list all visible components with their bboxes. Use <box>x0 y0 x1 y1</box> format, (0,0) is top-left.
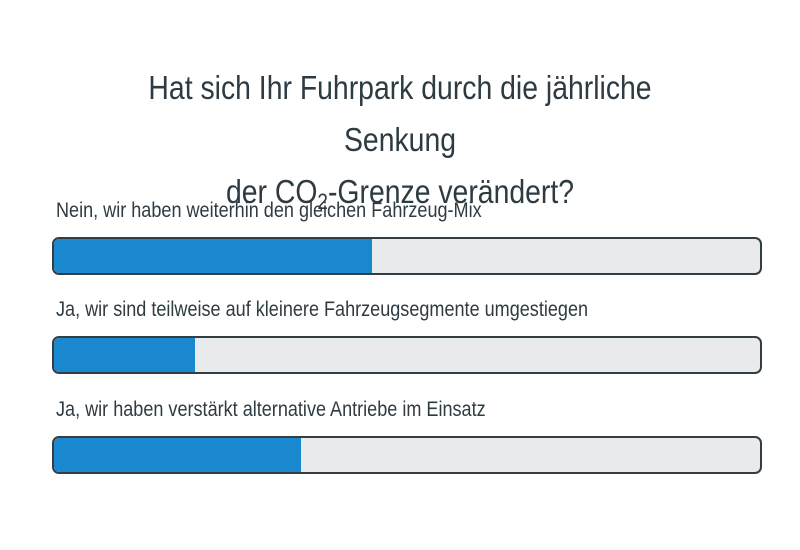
option-label: Ja, wir sind teilweise auf kleinere Fahr… <box>56 298 589 321</box>
bar-track <box>52 336 762 374</box>
poll-option: Ja, wir haben verstärkt alternative Antr… <box>52 398 762 474</box>
question-line-2-start: der CO <box>225 173 318 210</box>
bar-fill <box>54 438 302 472</box>
option-label: Nein, wir haben weiterhin den gleichen F… <box>56 199 482 222</box>
poll-question: Hat sich Ihr Fuhrpark durch die jährlich… <box>90 62 709 218</box>
bar-track <box>52 237 762 275</box>
question-line-2-end: -Grenze verändert? <box>327 173 575 210</box>
poll-option: Ja, wir sind teilweise auf kleinere Fahr… <box>52 298 762 374</box>
option-label: Ja, wir haben verstärkt alternative Antr… <box>56 398 486 421</box>
poll-option: Nein, wir haben weiterhin den gleichen F… <box>52 199 762 275</box>
bar-fill <box>54 338 196 372</box>
bar-fill <box>54 239 372 273</box>
question-subscript: 2 <box>317 189 328 214</box>
bar-track <box>52 436 762 474</box>
question-line-1: Hat sich Ihr Fuhrpark durch die jährlich… <box>148 69 652 158</box>
